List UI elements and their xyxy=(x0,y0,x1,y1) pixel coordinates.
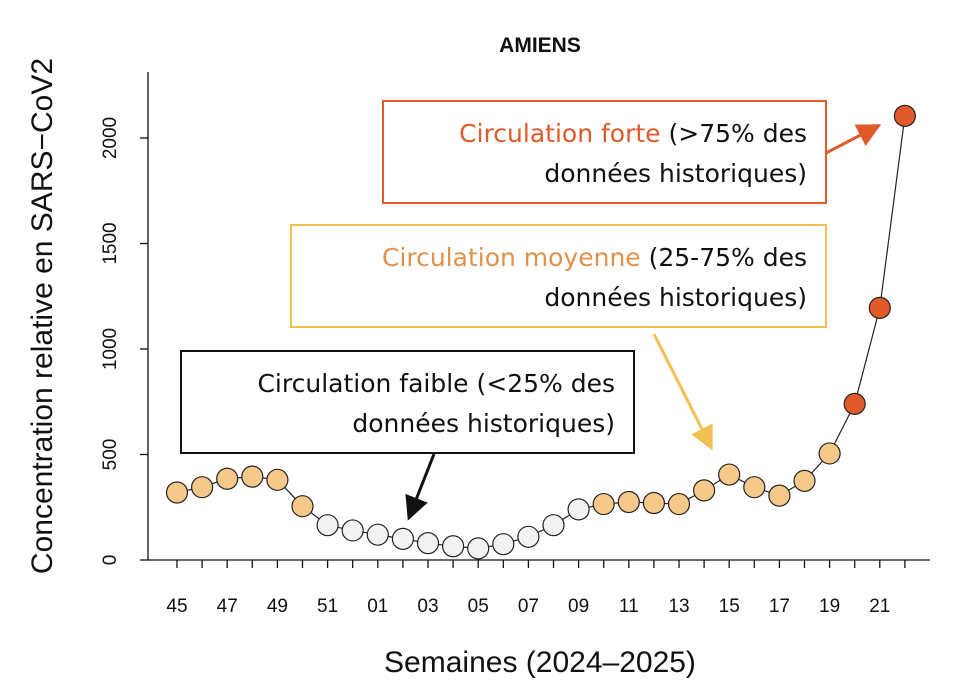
data-point xyxy=(642,491,666,515)
x-tick-label: 19 xyxy=(819,596,840,617)
data-point xyxy=(291,495,314,518)
weak-line1: Circulation faible (<25% des xyxy=(257,369,615,398)
data-point xyxy=(667,492,691,516)
x-tick-label: 03 xyxy=(417,596,438,617)
y-tick-label: 500 xyxy=(100,439,121,471)
y-tick-label: 2000 xyxy=(100,117,121,159)
x-tick-label: 17 xyxy=(769,596,790,617)
data-point xyxy=(391,527,414,551)
x-tick-label: 51 xyxy=(317,596,338,617)
data-point xyxy=(316,514,339,537)
data-point xyxy=(692,479,716,502)
data-point xyxy=(416,532,440,555)
data-point xyxy=(341,519,364,542)
data-point xyxy=(818,442,841,465)
strong-arrow xyxy=(825,124,882,155)
annotation-weak: Circulation faible (<25% des données his… xyxy=(180,350,635,454)
annotation-medium: Circulation moyenne (25-75% des données … xyxy=(290,224,827,328)
strong-line2: données historiques) xyxy=(544,159,807,188)
medium-rest: (25-75% des xyxy=(640,243,807,272)
data-point xyxy=(768,484,791,507)
data-point xyxy=(467,537,490,560)
x-tick-label: 01 xyxy=(367,596,388,617)
data-point xyxy=(617,490,640,514)
medium-arrow xyxy=(652,333,713,451)
data-point xyxy=(241,465,264,488)
y-tick-label: 1500 xyxy=(100,222,121,264)
x-tick-label: 47 xyxy=(217,596,238,617)
x-tick-label: 45 xyxy=(166,596,187,617)
data-point xyxy=(492,533,515,556)
data-point xyxy=(793,469,816,492)
y-axis-label: Concentration relative en SARS−CoV2 xyxy=(26,58,59,574)
x-tick-label: 07 xyxy=(518,596,539,617)
data-point xyxy=(191,476,214,499)
chart-title: AMIENS xyxy=(499,34,581,57)
x-tick-label: 05 xyxy=(468,596,489,617)
data-point xyxy=(843,392,866,415)
x-tick-label: 13 xyxy=(668,596,689,617)
strong-rest: (>75% des xyxy=(660,119,808,148)
weak-arrow xyxy=(405,453,436,521)
x-tick-label: 21 xyxy=(869,596,890,617)
data-point xyxy=(893,104,917,127)
y-tick-label: 1000 xyxy=(100,328,121,370)
data-point xyxy=(517,525,540,548)
x-tick-label: 11 xyxy=(619,596,639,617)
annotation-strong: Circulation forte (>75% des données hist… xyxy=(382,100,827,204)
data-point xyxy=(592,492,615,516)
data-point xyxy=(366,523,389,546)
strong-highlight: Circulation forte xyxy=(459,119,661,148)
data-point xyxy=(743,476,766,499)
medium-line2: données historiques) xyxy=(544,283,807,312)
data-point xyxy=(542,514,565,537)
medium-highlight: Circulation moyenne xyxy=(381,243,641,272)
y-tick-label: 0 xyxy=(100,555,121,566)
x-axis-label: Semaines (2024–2025) xyxy=(384,646,696,679)
x-tick-label: 09 xyxy=(568,596,589,617)
data-point xyxy=(442,535,465,558)
data-point xyxy=(165,481,189,504)
data-point xyxy=(868,296,891,319)
weak-line2: données historiques) xyxy=(352,409,615,438)
data-point xyxy=(266,468,289,491)
x-tick-label: 15 xyxy=(719,596,740,617)
data-point xyxy=(216,467,239,490)
data-point xyxy=(718,463,741,486)
data-point xyxy=(567,498,590,521)
x-tick-label: 49 xyxy=(267,596,288,617)
